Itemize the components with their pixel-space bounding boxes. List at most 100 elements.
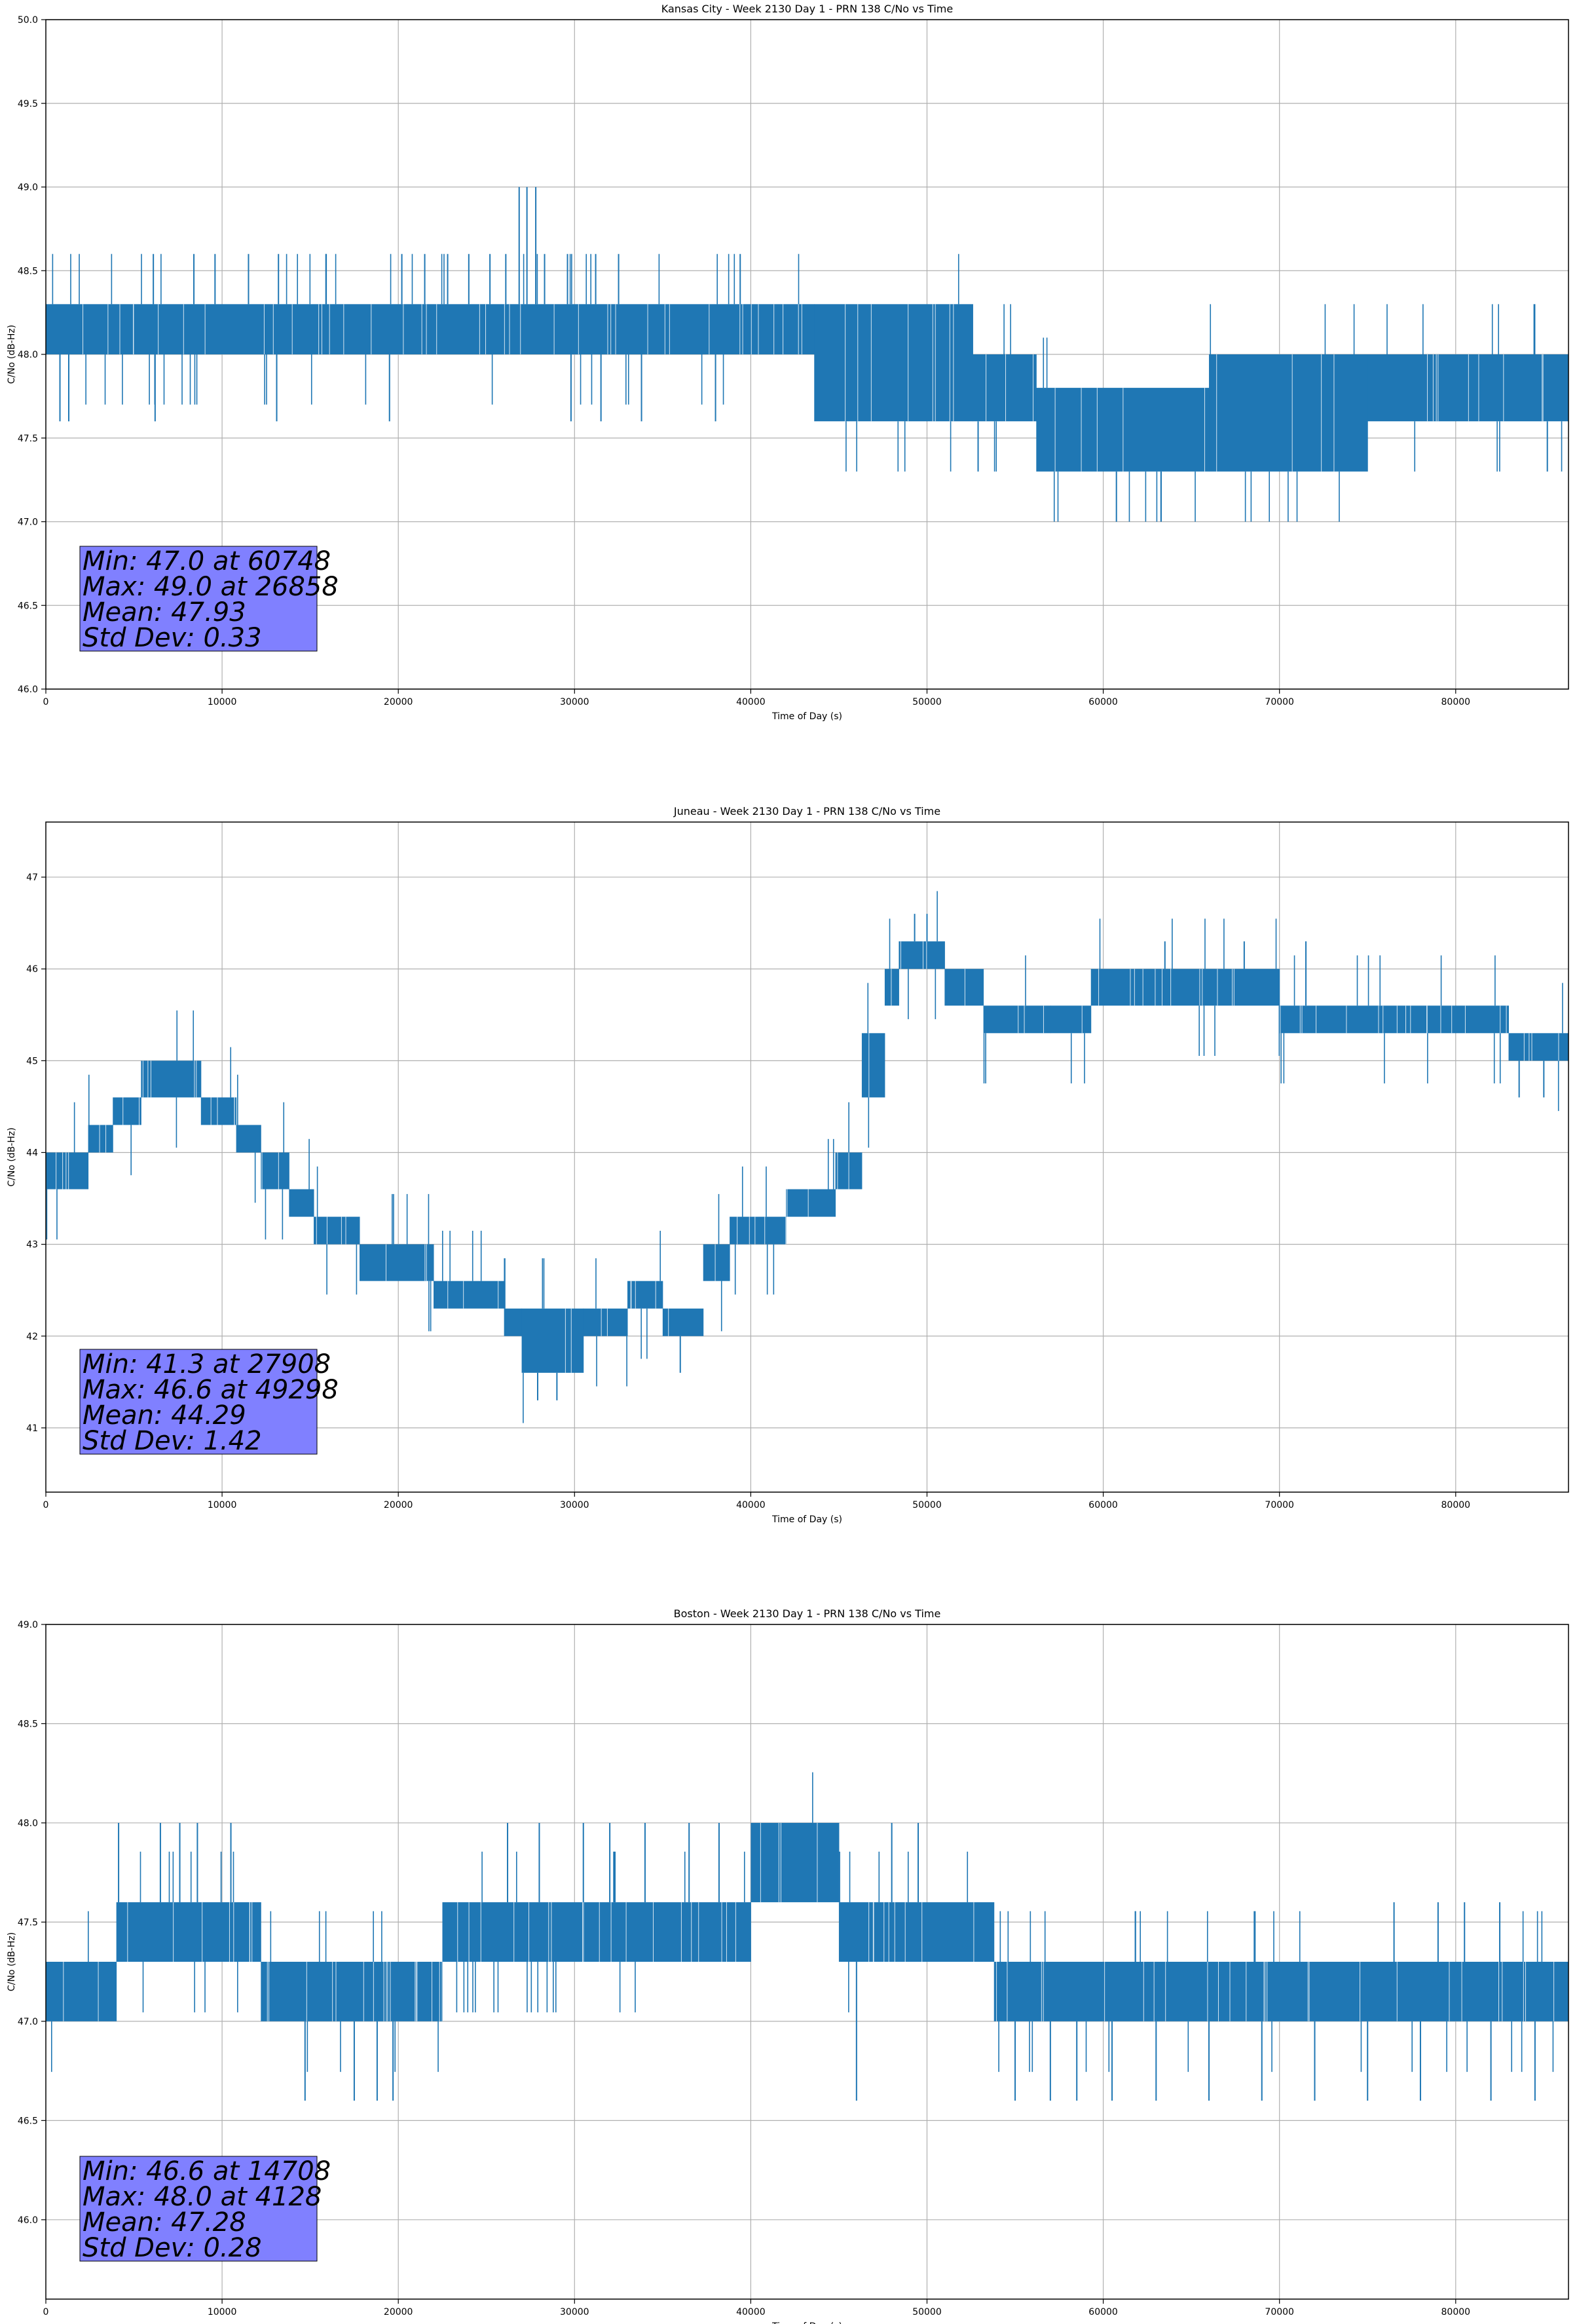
stats-line: Std Dev: 0.33 — [83, 623, 262, 653]
x-tick-label: 20000 — [384, 2307, 413, 2317]
x-axis-label: Time of Day (s) — [771, 2321, 842, 2324]
x-tick-label: 0 — [43, 1500, 49, 1510]
y-tick-label: 41 — [26, 1423, 38, 1434]
chart-panel-0: Kansas City - Week 2130 Day 1 - PRN 138 … — [7, 3, 1569, 722]
series-band — [1050, 1005, 1092, 1034]
series-band — [236, 1125, 261, 1153]
series — [46, 891, 1568, 1423]
series-band — [261, 1962, 443, 2021]
chart-title: Kansas City - Week 2130 Day 1 - PRN 138 … — [661, 3, 953, 15]
y-tick-label: 48.5 — [18, 266, 38, 276]
x-tick-label: 80000 — [1441, 2307, 1471, 2317]
y-tick-label: 50.0 — [18, 15, 38, 26]
series-band — [583, 1308, 628, 1336]
x-tick-label: 0 — [43, 2307, 49, 2317]
series-band — [141, 1060, 202, 1098]
series-band — [289, 1189, 314, 1217]
x-tick-label: 20000 — [384, 697, 413, 707]
series-band — [814, 304, 973, 422]
x-tick-label: 70000 — [1265, 2307, 1294, 2317]
series-band — [838, 1902, 995, 1962]
series-band — [1209, 354, 1368, 472]
x-axis-label: Time of Day (s) — [771, 711, 842, 722]
x-tick-label: 30000 — [560, 2307, 589, 2317]
x-tick-label: 60000 — [1088, 1500, 1118, 1510]
y-axis-label: C/No (dB-Hz) — [7, 325, 17, 384]
x-tick-label: 60000 — [1088, 697, 1118, 707]
series-band — [116, 1902, 261, 1962]
y-tick-label: 47 — [26, 872, 38, 883]
y-axis-label: C/No (dB-Hz) — [7, 1932, 17, 1991]
y-tick-label: 47.5 — [18, 1917, 38, 1928]
x-tick-label: 50000 — [912, 1500, 942, 1510]
y-tick-label: 44 — [26, 1148, 38, 1158]
series-band — [434, 1281, 505, 1309]
series-band — [884, 969, 899, 1006]
x-tick-label: 80000 — [1441, 1500, 1471, 1510]
y-tick-label: 49.0 — [18, 1620, 38, 1630]
series-band — [359, 1244, 434, 1281]
stats-line: Std Dev: 1.42 — [83, 1426, 262, 1456]
series-band — [521, 1308, 584, 1373]
stats-line: Min: 47.0 at 60748 — [83, 546, 331, 576]
series-band — [46, 304, 815, 354]
stats-line: Max: 46.6 at 49298 — [83, 1375, 339, 1405]
x-tick-label: 30000 — [560, 697, 589, 707]
series-band — [314, 1216, 360, 1245]
y-axis-label: C/No (dB-Hz) — [7, 1127, 17, 1186]
x-tick-label: 30000 — [560, 1500, 589, 1510]
x-tick-label: 10000 — [208, 1500, 237, 1510]
axes-frame — [45, 821, 1569, 1493]
stats-line: Mean: 47.28 — [83, 2207, 246, 2238]
x-tick-label: 40000 — [736, 697, 766, 707]
y-tick-label: 46.5 — [18, 601, 38, 611]
series-band — [751, 1822, 840, 1903]
series-band — [261, 1152, 289, 1190]
chart-title: Boston - Week 2130 Day 1 - PRN 138 C/No … — [674, 1607, 941, 1620]
series-band — [46, 1962, 117, 2021]
y-tick-label: 47.0 — [18, 2017, 38, 2027]
stats-box — [79, 546, 318, 652]
x-tick-label: 50000 — [912, 2307, 942, 2317]
x-tick-label: 70000 — [1265, 1500, 1294, 1510]
series-band — [899, 941, 945, 969]
y-tick-label: 46.0 — [18, 2215, 38, 2226]
series — [46, 1772, 1568, 2101]
y-tick-label: 43 — [26, 1240, 38, 1250]
stats-line: Max: 48.0 at 4128 — [83, 2182, 322, 2212]
series-band — [1429, 1005, 1510, 1034]
x-tick-label: 70000 — [1265, 697, 1294, 707]
x-tick-label: 40000 — [736, 1500, 766, 1510]
series-band — [504, 1308, 523, 1336]
series-band — [627, 1281, 663, 1309]
y-tick-label: 42 — [26, 1332, 38, 1342]
y-tick-label: 46 — [26, 964, 38, 975]
x-tick-label: 60000 — [1088, 2307, 1118, 2317]
series-band — [113, 1097, 141, 1125]
series-band — [993, 1962, 1568, 2021]
y-tick-label: 49.0 — [18, 183, 38, 193]
y-tick-label: 45 — [26, 1056, 38, 1066]
series-band — [46, 1152, 89, 1190]
axes-frame — [45, 1624, 1569, 2300]
series-band — [442, 1902, 751, 1962]
stats-line: Max: 49.0 at 26858 — [83, 572, 339, 602]
x-tick-label: 0 — [43, 697, 49, 707]
stats-line: Min: 46.6 at 14708 — [83, 2156, 331, 2186]
x-tick-label: 10000 — [208, 2307, 237, 2317]
series-band — [973, 354, 1037, 422]
x-tick-label: 10000 — [208, 697, 237, 707]
chart-panel-1: Juneau - Week 2130 Day 1 - PRN 138 C/No … — [7, 805, 1569, 1525]
y-tick-label: 48.0 — [18, 350, 38, 360]
y-tick-label: 46.0 — [18, 684, 38, 695]
series-band — [1367, 354, 1568, 422]
y-tick-label: 48.5 — [18, 1719, 38, 1729]
y-tick-label: 49.5 — [18, 99, 38, 109]
chart-title: Juneau - Week 2130 Day 1 - PRN 138 C/No … — [673, 805, 940, 817]
stats-line: Mean: 44.29 — [83, 1400, 246, 1431]
y-tick-label: 47.0 — [18, 517, 38, 528]
x-tick-label: 20000 — [384, 1500, 413, 1510]
y-tick-label: 47.5 — [18, 434, 38, 444]
x-tick-label: 80000 — [1441, 697, 1471, 707]
